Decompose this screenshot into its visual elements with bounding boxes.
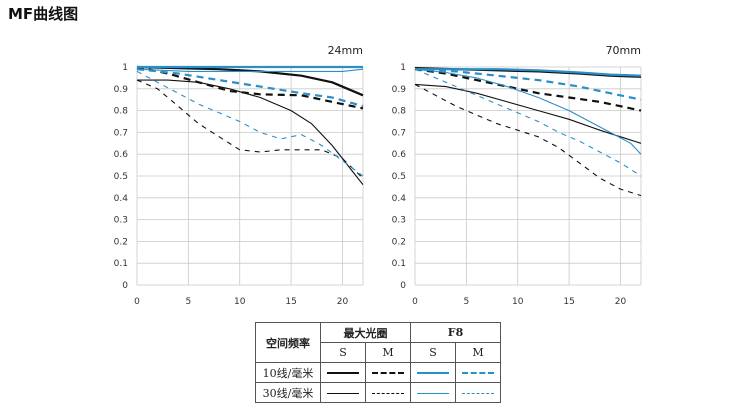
- y-tick-label: 1: [400, 63, 406, 73]
- legend-swatch-max-10-s: [320, 362, 366, 383]
- swatch-line: [417, 372, 449, 374]
- legend-swatch-max-30-m: [365, 382, 411, 403]
- legend-sub-s-max: S: [320, 342, 366, 363]
- legend-swatch-max-10-m: [365, 362, 411, 383]
- legend-swatch-f8-10-m: [455, 362, 501, 383]
- chart-title: 24mm: [328, 44, 363, 57]
- mtf-series-f8-30-m: [136, 70, 364, 177]
- swatch-line: [372, 372, 404, 374]
- x-tick-label: 15: [563, 297, 574, 307]
- x-tick-label: 20: [337, 297, 349, 307]
- y-tick-label: 0.8: [392, 107, 407, 117]
- swatch-line: [462, 372, 494, 374]
- y-tick-label: 0.6: [114, 150, 129, 160]
- x-tick-label: 10: [512, 297, 524, 307]
- x-tick-label: 10: [234, 297, 246, 307]
- swatch-line: [372, 392, 404, 394]
- legend-table: 空间频率 最大光圈 F8 S M S M 10线/毫米 30线/毫米: [255, 322, 501, 403]
- page-title: MF曲线图: [8, 5, 79, 23]
- y-tick-label: 0.2: [392, 237, 406, 247]
- mtf-series-max-10-m: [414, 68, 642, 112]
- legend-header-row: 空间频率 最大光圈 F8: [255, 322, 501, 363]
- legend-header-frequency: 空间频率: [255, 322, 321, 363]
- swatch-line: [462, 392, 494, 394]
- mtf-series-f8-30-s: [136, 68, 364, 72]
- legend-swatch-f8-30-m: [455, 382, 501, 403]
- y-tick-label: 0.4: [392, 194, 407, 204]
- legend-sub-s-f8: S: [410, 342, 456, 363]
- mtf-series-f8-30-m: [414, 68, 642, 177]
- mtf-series-max-30-m: [414, 83, 642, 197]
- x-tick-label: 0: [412, 297, 418, 307]
- legend-header-f8: F8: [410, 322, 501, 343]
- y-tick-label: 0.6: [392, 150, 407, 160]
- swatch-line: [327, 372, 359, 374]
- mtf-series-f8-10-s: [415, 68, 642, 77]
- mtf-series-max-30-m: [136, 79, 364, 179]
- legend-sub-m-f8: M: [455, 342, 501, 363]
- y-tick-label: 0.2: [114, 237, 128, 247]
- x-tick-label: 15: [285, 297, 296, 307]
- mtf-series-f8-30-s: [414, 68, 642, 155]
- y-tick-label: 0.5: [392, 172, 406, 182]
- y-tick-label: 0: [400, 281, 406, 291]
- legend-header-max-aperture: 最大光圈: [320, 322, 411, 343]
- legend-swatch-f8-30-s: [410, 382, 456, 403]
- swatch-line: [417, 392, 449, 394]
- y-tick-label: 0.3: [114, 216, 128, 226]
- y-tick-label: 0.9: [392, 85, 407, 95]
- y-tick-label: 0.1: [114, 259, 128, 269]
- legend-swatch-f8-10-s: [410, 362, 456, 383]
- mtf-series-f8-10-m: [136, 68, 364, 108]
- y-tick-label: 0.8: [114, 107, 129, 117]
- swatch-line: [327, 392, 359, 394]
- x-tick-label: 5: [463, 297, 469, 307]
- y-tick-label: 0.1: [392, 259, 406, 269]
- legend-subheader-row: S M S M: [256, 342, 501, 363]
- y-tick-label: 0.3: [392, 216, 406, 226]
- x-tick-label: 5: [185, 297, 191, 307]
- y-tick-label: 0.9: [114, 85, 129, 95]
- x-tick-label: 0: [134, 297, 140, 307]
- y-tick-label: 0.7: [392, 128, 406, 138]
- x-tick-label: 20: [615, 297, 627, 307]
- legend-row-30-label: 30线/毫米: [255, 382, 321, 403]
- legend-sub-m-max: M: [365, 342, 411, 363]
- legend-row-30: 30线/毫米: [255, 382, 501, 403]
- legend-swatch-max-30-s: [320, 382, 366, 403]
- mtf-series-f8-10-m: [414, 68, 642, 101]
- mtf-series-max-10-m: [136, 65, 364, 110]
- mtf-series-max-30-s: [137, 79, 364, 186]
- y-tick-label: 0.4: [114, 194, 129, 204]
- legend-row-10: 10线/毫米: [255, 362, 501, 383]
- y-tick-label: 0: [122, 281, 128, 291]
- y-tick-label: 1: [122, 63, 128, 73]
- legend-row-10-label: 10线/毫米: [255, 362, 321, 383]
- y-tick-label: 0.5: [114, 172, 128, 182]
- y-tick-label: 0.7: [114, 128, 128, 138]
- chart-title: 70mm: [606, 44, 641, 57]
